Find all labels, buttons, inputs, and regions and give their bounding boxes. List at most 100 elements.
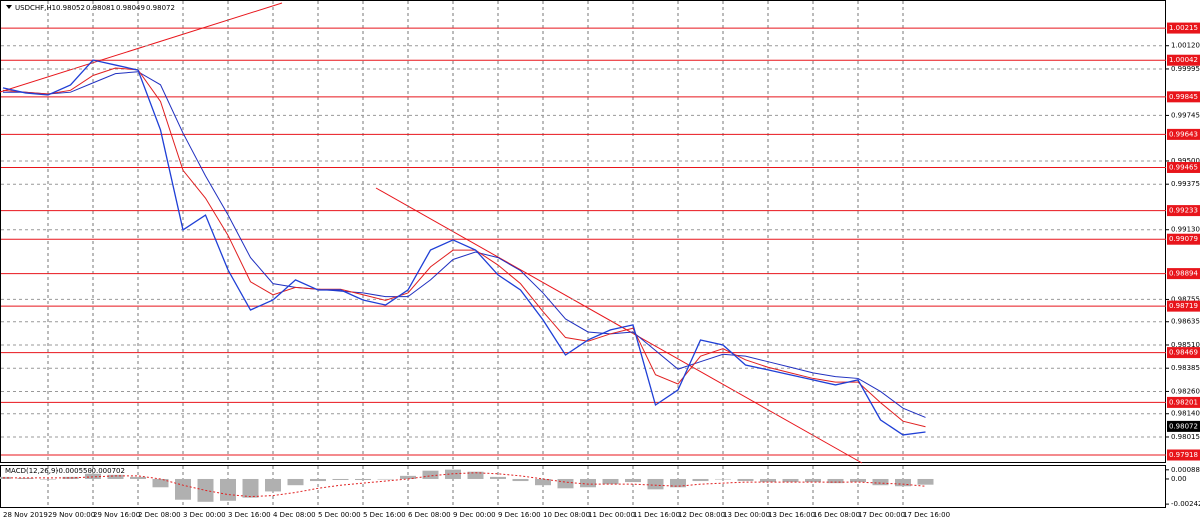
y-tick-label: 0.98635 bbox=[1171, 318, 1200, 326]
header: USDCHF,H1 0.98052 0.98081 0.98049 0.9807… bbox=[15, 4, 175, 12]
histogram-bar bbox=[445, 469, 461, 479]
x-tick-label: 29 Nov 00:00 bbox=[48, 511, 95, 519]
level-box bbox=[1167, 22, 1200, 34]
histogram-bar bbox=[647, 478, 664, 490]
x-tick-label: 16 Dec 08:00 bbox=[813, 511, 860, 519]
level-box bbox=[1167, 347, 1200, 359]
histogram-bar bbox=[242, 478, 259, 498]
y-tick-label: 0.98140 bbox=[1171, 410, 1200, 418]
histogram-bar bbox=[580, 478, 596, 488]
level-label: 1.00042 bbox=[1169, 56, 1198, 64]
x-tick-label: 5 Dec 16:00 bbox=[363, 511, 406, 519]
x-tick-label: 9 Dec 00:00 bbox=[453, 511, 496, 519]
y-tick-label: 0.00 bbox=[1171, 475, 1187, 483]
x-tick-label: 13 Dec 16:00 bbox=[768, 511, 815, 519]
level-label: 0.99845 bbox=[1169, 93, 1198, 101]
macd-title: MACD(12,26,9) bbox=[5, 467, 58, 475]
histogram-bar bbox=[355, 478, 371, 481]
level-box bbox=[1167, 396, 1200, 408]
level-box bbox=[1167, 205, 1200, 217]
x-tick-label: 12 Dec 08:00 bbox=[678, 511, 725, 519]
histogram-bar bbox=[152, 478, 169, 488]
level-label: 0.99465 bbox=[1169, 163, 1198, 171]
histogram-bar bbox=[895, 478, 911, 487]
histogram-bar bbox=[512, 478, 529, 482]
x-tick-label: 3 Dec 00:00 bbox=[183, 511, 226, 519]
y-tick-label: 0.000882 bbox=[1171, 466, 1200, 474]
histogram-bar bbox=[692, 478, 709, 482]
low: 0.98049 bbox=[116, 4, 145, 12]
open: 0.98052 bbox=[56, 4, 85, 12]
level-box bbox=[1167, 128, 1200, 140]
level-box bbox=[1167, 54, 1200, 66]
y-tick-label: 1.00120 bbox=[1171, 42, 1200, 50]
y-tick-label: 0.98260 bbox=[1171, 387, 1200, 395]
level-label: 0.98469 bbox=[1169, 349, 1198, 357]
histogram-bar bbox=[850, 478, 866, 483]
histogram-bar bbox=[602, 478, 619, 485]
histogram-bar bbox=[467, 471, 484, 479]
moving-average bbox=[3, 71, 926, 418]
x-tick-label: 11 Dec 00:00 bbox=[588, 511, 635, 519]
histogram-bar bbox=[872, 478, 889, 486]
level-label: 0.99643 bbox=[1169, 130, 1198, 138]
close: 0.98072 bbox=[146, 4, 175, 12]
x-tick-label: 10 Dec 08:00 bbox=[543, 511, 590, 519]
macd-value: -0.000550 bbox=[56, 467, 92, 475]
level-box bbox=[1167, 91, 1200, 103]
x-tick-label: 6 Dec 08:00 bbox=[408, 511, 451, 519]
trend-line bbox=[375, 187, 863, 464]
histogram-bar bbox=[377, 478, 394, 480]
trend-line bbox=[0, 2, 283, 93]
histogram-bar bbox=[737, 478, 754, 482]
signal-line bbox=[3, 472, 926, 498]
x-tick-label: 11 Dec 16:00 bbox=[633, 511, 680, 519]
y-tick-label: -0.002422 bbox=[1171, 500, 1200, 508]
menu-arrow[interactable] bbox=[6, 5, 12, 9]
histogram-bar bbox=[130, 476, 146, 479]
x-tick-label: 9 Dec 16:00 bbox=[498, 511, 541, 519]
histogram-bar bbox=[557, 478, 574, 489]
histogram-bar bbox=[0, 476, 11, 479]
histogram-bar bbox=[265, 478, 281, 492]
x-tick-label: 13 Dec 00:00 bbox=[723, 511, 770, 519]
histogram-bar bbox=[40, 478, 56, 480]
moving-average bbox=[2, 67, 926, 428]
histogram-bar bbox=[332, 478, 349, 481]
x-tick-label: 28 Nov 2019 bbox=[3, 511, 48, 519]
main-panel bbox=[0, 0, 1166, 463]
level-box bbox=[1167, 449, 1200, 461]
y-tick-label: 0.99130 bbox=[1171, 226, 1200, 234]
level-label: 0.98719 bbox=[1169, 302, 1198, 310]
level-label: 1.00215 bbox=[1169, 24, 1198, 32]
histogram-bar bbox=[422, 470, 439, 479]
histogram-bar bbox=[62, 476, 79, 479]
x-tick-label: 17 Dec 16:00 bbox=[903, 511, 950, 519]
y-tick-label: 0.99500 bbox=[1171, 157, 1200, 165]
histogram-bar bbox=[805, 478, 821, 483]
price-label: 0.98072 bbox=[1169, 422, 1198, 430]
histogram-bar bbox=[107, 474, 124, 479]
y-tick-label: 0.98015 bbox=[1171, 433, 1200, 441]
y-tick-label: 0.98385 bbox=[1171, 364, 1200, 372]
y-tick-label: 0.99995 bbox=[1171, 65, 1200, 73]
price-line bbox=[2, 59, 926, 436]
level-box bbox=[1167, 268, 1200, 280]
macd-signal: -0.000702 bbox=[89, 467, 125, 475]
y-tick-label: 0.98755 bbox=[1171, 295, 1200, 303]
histogram-bar bbox=[287, 478, 304, 486]
histogram-bar bbox=[400, 475, 416, 479]
high: 0.98081 bbox=[86, 4, 115, 12]
histogram-bar bbox=[490, 476, 506, 479]
level-label: 0.98894 bbox=[1169, 270, 1198, 278]
x-tick-label: 5 Dec 00:00 bbox=[318, 511, 361, 519]
price-box bbox=[1167, 420, 1200, 432]
histogram-bar bbox=[715, 478, 731, 480]
histogram-bar bbox=[917, 478, 934, 485]
histogram-bar bbox=[17, 477, 34, 479]
histogram-bar bbox=[827, 478, 844, 484]
histogram-bar bbox=[670, 478, 686, 488]
histogram-bar bbox=[310, 478, 326, 482]
histogram-bar bbox=[220, 478, 236, 501]
